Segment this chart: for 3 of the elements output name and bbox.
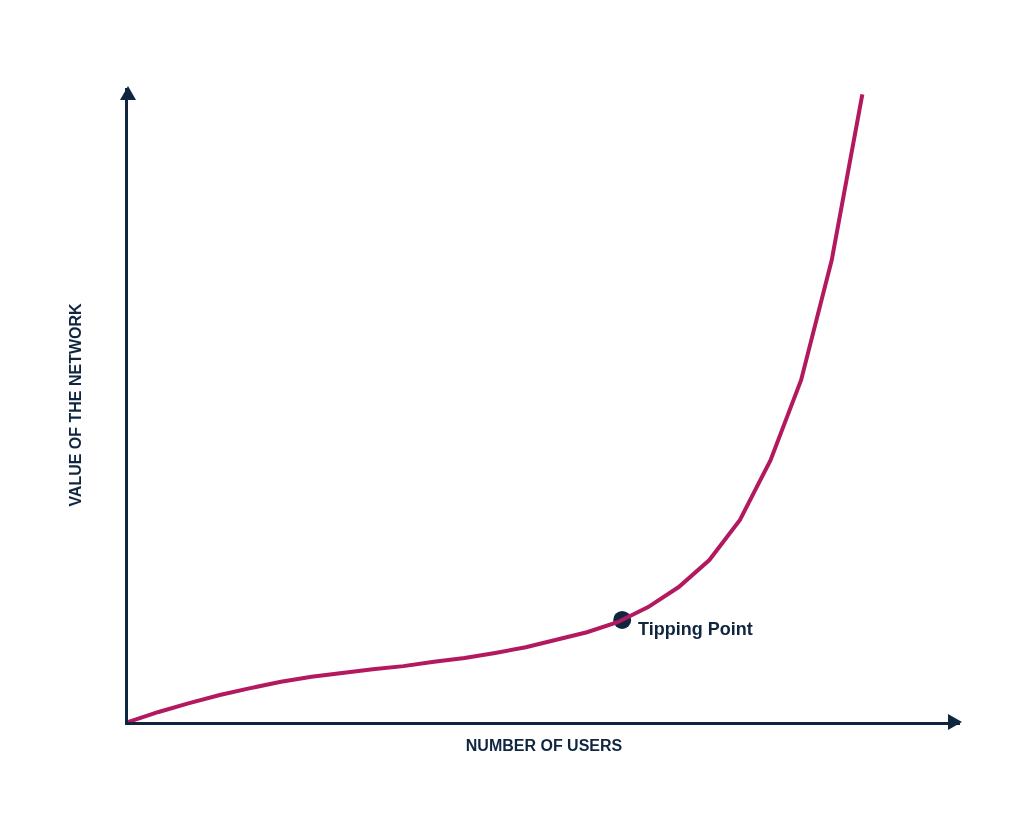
annotation: Tipping Point: [638, 619, 753, 639]
x-axis-title: NUMBER OF USERS: [465, 736, 623, 754]
y-axis-title: VALUE OF THE NETWORK: [66, 302, 84, 507]
